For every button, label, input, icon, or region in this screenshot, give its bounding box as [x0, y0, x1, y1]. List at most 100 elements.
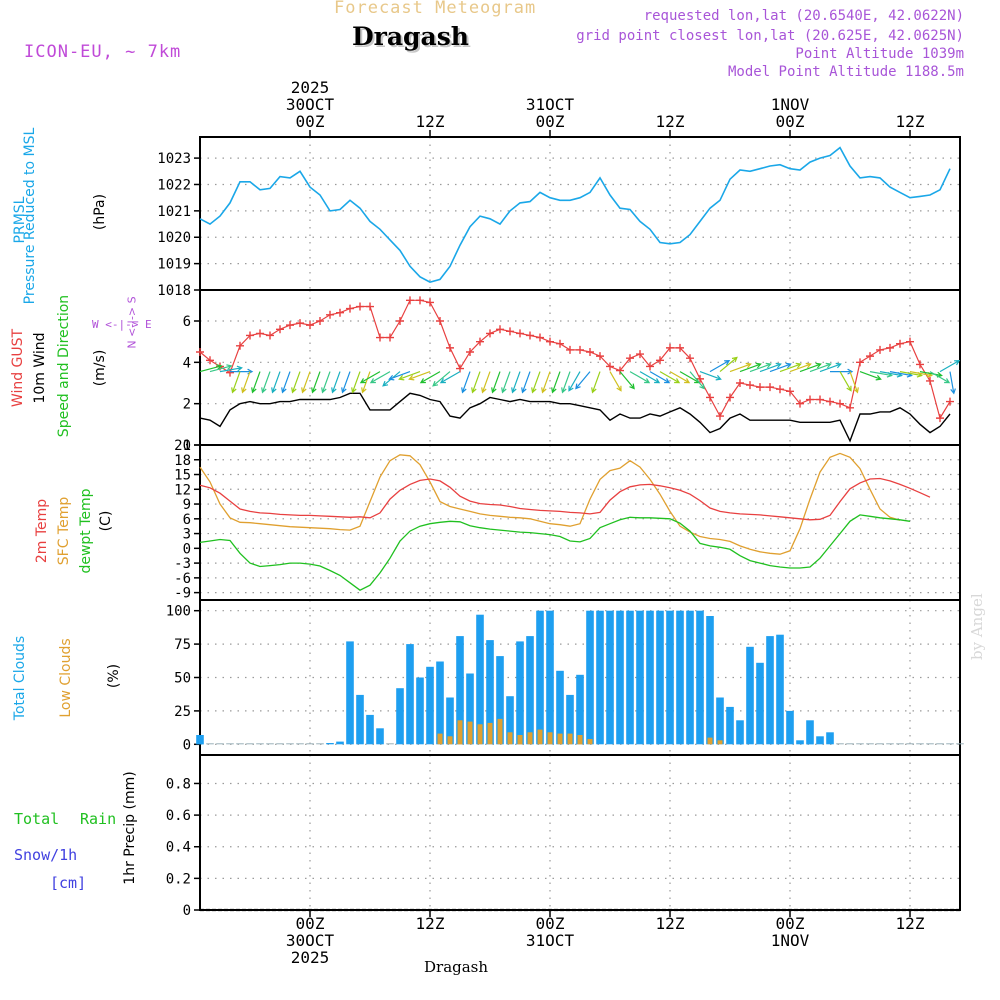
footer-location: Dragash — [424, 958, 489, 976]
location-name: Dragash — [352, 22, 469, 51]
wind-gust-marker — [366, 302, 374, 311]
total-cloud-bar — [666, 610, 674, 745]
top-time-label: 1NOV — [771, 95, 810, 114]
total-cloud-bar — [516, 641, 524, 745]
total-cloud-bar — [356, 694, 364, 745]
wind-direction-arrow — [461, 371, 471, 394]
low-cloud-bar — [497, 718, 503, 745]
total-cloud-bar — [406, 644, 414, 745]
total-cloud-bar — [646, 610, 654, 745]
wind-gust-marker — [786, 387, 794, 396]
wind-gust-marker — [616, 366, 624, 375]
low-cloud-bar — [547, 732, 553, 745]
wind-gust-marker — [316, 317, 324, 325]
wind-gust-marker — [206, 356, 214, 365]
temperature-tick-label: -6 — [174, 571, 191, 587]
wind-gust-marker — [436, 317, 444, 325]
wind-direction-arrow — [619, 371, 635, 390]
total-cloud-bar — [706, 616, 714, 745]
wind-direction-arrow — [568, 371, 581, 392]
temperature-tick-label: -9 — [174, 586, 191, 602]
top-time-label: 12Z — [416, 112, 445, 131]
bottom-time-label: 12Z — [656, 914, 685, 933]
wind-direction-arrow — [261, 371, 271, 394]
temperature-tick-label: 0 — [183, 541, 191, 557]
precip-tick-label: 0 — [183, 903, 191, 919]
wind-direction-arrow — [341, 371, 351, 394]
top-time-label: 12Z — [656, 112, 685, 131]
wind-gust-marker — [646, 362, 654, 371]
total-cloud-bar — [366, 714, 374, 745]
wind-gust-marker — [536, 333, 544, 342]
top-time-label: 2025 — [291, 78, 330, 97]
wind-gust-marker — [236, 341, 244, 350]
pressure-tick-label: 1021 — [157, 204, 191, 220]
total-cloud-bar — [266, 743, 274, 745]
bottom-time-label: 2025 — [291, 948, 330, 967]
wind-gust-marker — [876, 345, 884, 354]
wind-direction-arrow — [709, 359, 731, 373]
total-cloud-bar — [676, 610, 684, 745]
clouds-tick-label: 0 — [183, 737, 191, 753]
wind-gust-marker — [766, 383, 774, 392]
total-cloud-bar — [686, 610, 694, 745]
total-cloud-bar — [956, 743, 964, 745]
total-cloud-bar — [826, 732, 834, 745]
wind-gust-marker — [846, 403, 854, 412]
wind-gust-marker — [346, 304, 354, 313]
wind-gust-marker — [296, 319, 304, 328]
total-cloud-bar — [236, 743, 244, 745]
wind-direction-arrow — [729, 362, 752, 373]
wind-direction-arrow — [541, 371, 551, 394]
total-cloud-bar — [216, 743, 224, 745]
temp-2m-series-line — [199, 477, 931, 521]
total-cloud-bar — [536, 610, 544, 745]
wind-gust-marker — [686, 354, 694, 363]
clouds-tick-label: 50 — [174, 671, 191, 687]
wind-gust-marker — [806, 395, 814, 404]
low-cloud-bar — [477, 724, 483, 745]
wind-gust-marker — [526, 331, 534, 340]
total-cloud-bar — [786, 710, 794, 745]
wind-direction-arrow — [649, 371, 671, 384]
model-altitude: Model Point Altitude 1188.5m — [727, 64, 964, 80]
total-cloud-bar — [946, 743, 954, 745]
wind-gust-marker — [446, 343, 454, 352]
total-cloud-bar — [456, 636, 464, 745]
total-cloud-bar — [346, 641, 354, 745]
precip-tick-label: 0.4 — [166, 840, 191, 856]
total-cloud-bar — [446, 697, 454, 745]
wind-direction-arrow — [739, 362, 762, 373]
wind-direction-arrow — [231, 371, 241, 394]
wind-direction-arrow — [551, 371, 561, 394]
wind-direction-arrow — [849, 371, 859, 394]
low-cloud-bar — [557, 733, 563, 745]
wind-direction-arrow — [491, 371, 501, 394]
low-cloud-bar — [447, 736, 453, 745]
cm-unit-label: [cm] — [50, 874, 87, 892]
wind-direction-arrow — [388, 371, 411, 381]
wind-direction-arrow — [779, 362, 802, 373]
total-cloud-bar — [726, 706, 734, 745]
bottom-time-label: 00Z — [296, 914, 325, 933]
wind-direction-arrow — [561, 371, 571, 394]
wind-tick-label: 4 — [183, 355, 191, 371]
wind-gust-marker — [286, 321, 294, 330]
wind-gust-marker — [666, 343, 674, 352]
wind-direction-arrow — [281, 371, 291, 394]
total-cloud-bar — [196, 735, 204, 745]
wind-gust-marker — [486, 329, 494, 338]
wind-direction-arrow — [311, 371, 321, 394]
total-cloud-bar — [226, 743, 234, 745]
wind-direction-arrow — [699, 371, 722, 381]
bottom-time-label: 00Z — [536, 914, 565, 933]
wind-direction-arrow — [769, 362, 792, 373]
temperature-tick-label: 21 — [174, 438, 191, 454]
wind-direction-arrow — [859, 371, 882, 381]
total-cloud-bar — [816, 736, 824, 745]
total-cloud-bar — [606, 610, 614, 745]
wind-direction-arrow — [609, 371, 622, 392]
wind-direction-arrow — [321, 371, 331, 394]
low-cloud-bar — [467, 721, 473, 745]
low-cloud-bar — [567, 733, 573, 745]
